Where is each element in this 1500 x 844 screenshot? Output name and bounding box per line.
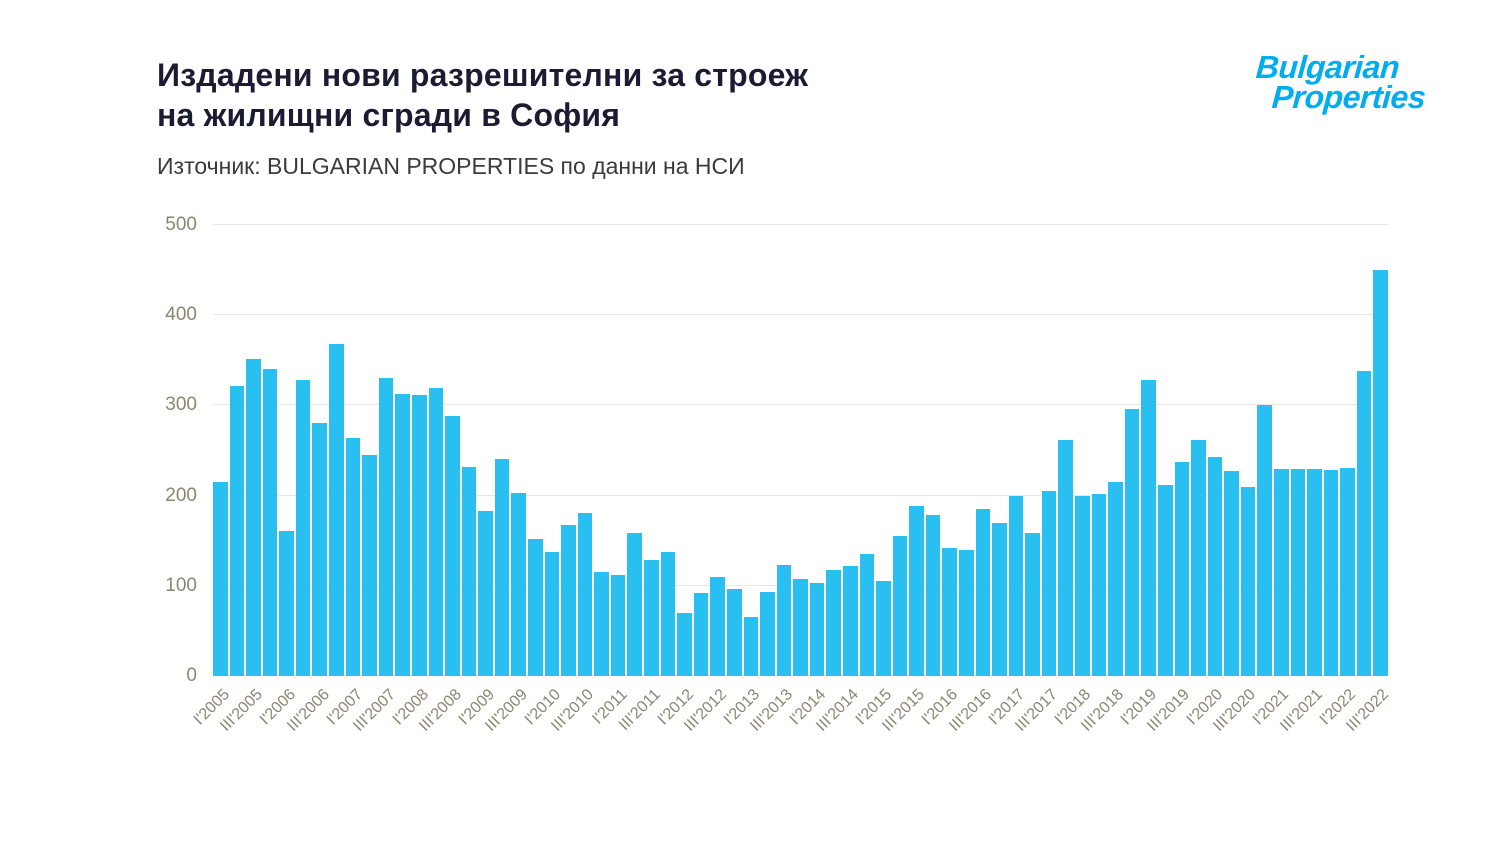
bar-IV'2008 (461, 466, 477, 676)
y-axis-tick-label: 500 (165, 214, 197, 235)
bar-III'2005 (246, 358, 261, 676)
bar-series (213, 225, 1389, 676)
bar-I'2012 (677, 612, 692, 676)
y-axis-tick-label: 100 (165, 574, 197, 596)
bar-II'2007 (362, 455, 377, 676)
bar-III'2022 (1373, 270, 1389, 676)
bar-chart: 0 100 200 300 400 500 I'2005 III'2005 I'2006 III… (165, 214, 1391, 735)
bar-III'2014 (842, 565, 858, 676)
page-title-line2: на жилищни сгради в София (157, 97, 621, 134)
bar-I'2018 (1075, 495, 1090, 676)
bar-III'2010 (577, 512, 593, 676)
bar-I'2008 (411, 394, 427, 676)
bar-III'2017 (1041, 491, 1057, 676)
y-axis-tick-label: 300 (165, 394, 197, 416)
bar-III'2018 (1108, 482, 1123, 676)
bar-III'2021 (1307, 468, 1322, 676)
x-axis-labels: I'2005 III'2005 I'2006 III'2006 I'2007 III'20… (191, 676, 1392, 786)
bar-II'2011 (627, 533, 643, 676)
gridline-200 (213, 494, 1388, 496)
bar-II'2019 (1157, 484, 1173, 676)
y-axis-tick-label: 0 (186, 665, 197, 686)
bar-I'2016 (942, 547, 958, 676)
bar-II'2015 (892, 536, 908, 676)
bar-II'2021 (1290, 469, 1306, 676)
bar-I'2005 (213, 482, 228, 676)
page-title: Издадени нови разрешителни за строеж на … (157, 55, 808, 136)
y-axis-tick-label: 400 (165, 304, 197, 326)
bar-I'2017 (1008, 495, 1024, 676)
bar-II'2009 (494, 458, 510, 676)
bar-I'2020 (1207, 456, 1223, 676)
bar-II'2016 (959, 549, 974, 676)
source-caption: Източник: BULGARIAN PROPERTIES по данни … (157, 153, 745, 179)
bar-II'2008 (428, 388, 444, 676)
bar-III'2019 (1174, 462, 1190, 676)
bar-IV'2005 (262, 369, 278, 676)
y-axis-tick-label: 200 (165, 484, 197, 506)
bar-III'2011 (644, 559, 659, 676)
bar-III'2015 (909, 506, 924, 676)
bar-III'2013 (776, 565, 792, 676)
bar-II'2017 (1025, 533, 1040, 676)
bar-I'2021 (1274, 469, 1289, 676)
bar-IV'2019 (1191, 439, 1206, 676)
bar-IV'2013 (793, 578, 808, 676)
bar-II'2013 (760, 592, 775, 676)
bar-IV'2012 (726, 589, 742, 676)
bar-IV'2007 (395, 393, 410, 676)
bar-III'2012 (710, 576, 725, 676)
logo-word-properties: Properties (1270, 79, 1427, 116)
bar-II'2018 (1091, 493, 1107, 676)
bar-III'2008 (445, 416, 460, 676)
gridline-500 (213, 224, 1388, 225)
bar-IV'2020 (1257, 404, 1272, 676)
bar-IV'2006 (329, 344, 344, 676)
bar-IV'2015 (925, 514, 941, 676)
bar-II'2022 (1356, 371, 1372, 676)
bar-IV'2011 (660, 552, 676, 676)
bar-IV'2021 (1323, 470, 1339, 676)
bar-IV'2014 (859, 554, 875, 676)
bar-II'2005 (229, 385, 245, 676)
gridline-300 (213, 404, 1388, 406)
bar-I'2009 (478, 510, 493, 676)
gridline-400 (213, 314, 1388, 316)
bar-III'2016 (975, 509, 991, 676)
bar-IV'2016 (992, 522, 1007, 676)
page-title-line1: Издадени нови разрешителни за строеж (157, 57, 809, 93)
bar-II'2006 (295, 380, 311, 676)
bulgarian-properties-logo: Bulgarian Properties (1253, 49, 1429, 116)
bar-IV'2010 (594, 572, 609, 676)
bar-II'2020 (1224, 471, 1239, 676)
bar-IV'2018 (1124, 409, 1140, 676)
bar-II'2014 (826, 570, 841, 676)
bar-I'2015 (876, 581, 891, 676)
bar-IV'2009 (527, 538, 543, 676)
bar-I'2019 (1141, 380, 1156, 676)
bar-IV'2017 (1058, 439, 1074, 676)
bar-I'2007 (345, 437, 361, 676)
bar-III'2020 (1240, 486, 1256, 676)
bar-I'2022 (1340, 467, 1355, 676)
bar-I'2013 (743, 617, 759, 676)
bar-I'2014 (809, 583, 825, 676)
bar-I'2011 (610, 574, 626, 676)
bar-III'2007 (378, 378, 394, 676)
bar-III'2009 (511, 492, 526, 676)
bar-II'2010 (561, 525, 576, 676)
logo-word-bulgarian: Bulgarian (1254, 49, 1401, 85)
bar-I'2010 (544, 552, 560, 676)
bar-II'2012 (693, 593, 709, 676)
bar-I'2006 (279, 530, 294, 676)
bar-III'2006 (312, 423, 328, 676)
